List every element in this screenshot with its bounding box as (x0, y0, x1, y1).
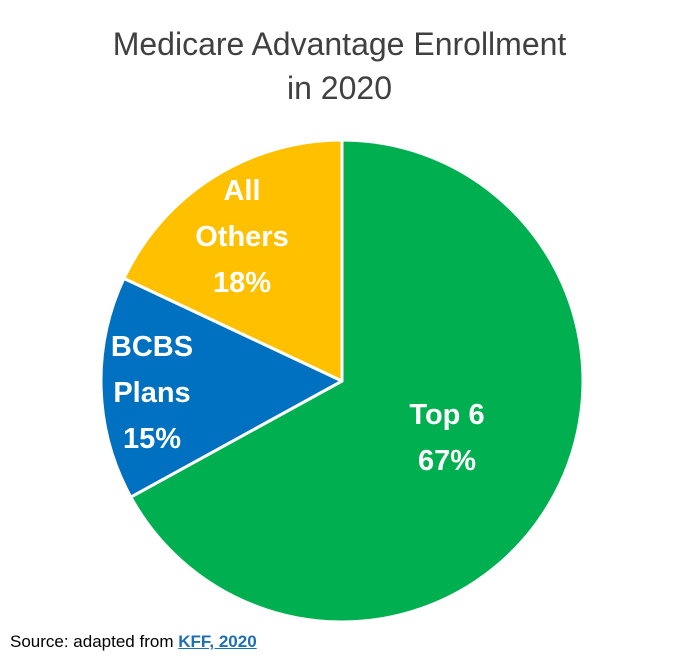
pie-slice-2 (99, 276, 344, 499)
slice-name-label-1: Top 6 (409, 399, 484, 431)
source-link[interactable]: KFF, 2020 (178, 632, 257, 651)
pie-slice-1 (129, 138, 585, 624)
slice-name-label-2: BCBS (111, 331, 193, 363)
slice-name-label-3: Others (195, 221, 288, 253)
slice-percent-label-1: 67% (418, 445, 476, 477)
source-note: Source: adapted from KFF, 2020 (10, 632, 257, 652)
slice-percent-label-2: 15% (123, 423, 181, 455)
source-prefix: Source: adapted from (10, 632, 179, 651)
slice-percent-label-3: 18% (213, 267, 271, 299)
chart-title-line-2: in 2020 (287, 70, 392, 106)
pie-slice-3 (122, 138, 344, 383)
slice-name-label-3: All (223, 175, 260, 207)
chart-title: Medicare Advantage Enrollment in 2020 (0, 22, 679, 110)
chart-title-line-1: Medicare Advantage Enrollment (112, 26, 567, 62)
slice-name-label-2: Plans (113, 377, 190, 409)
